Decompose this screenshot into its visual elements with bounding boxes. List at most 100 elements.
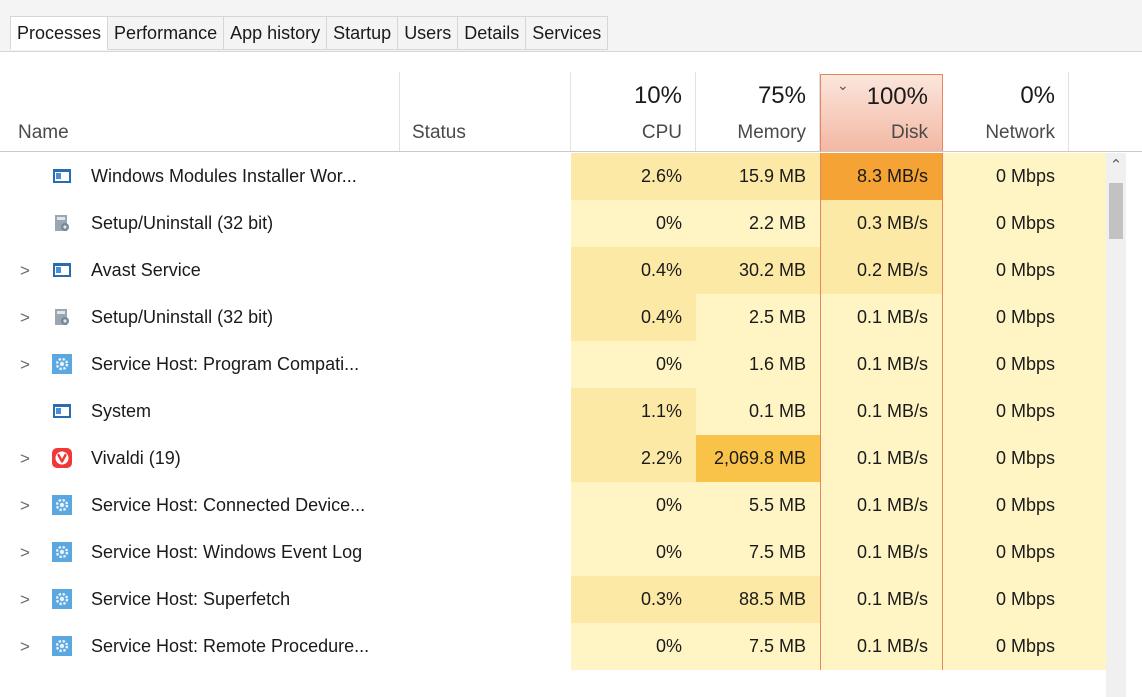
name-column-header[interactable]: Name	[0, 52, 400, 152]
network-value: 0 Mbps	[943, 388, 1069, 435]
table-row[interactable]: Setup/Uninstall (32 bit) 0% 2.2 MB 0.3 MB/s…	[0, 200, 1106, 247]
process-name: Vivaldi (19)	[91, 448, 181, 468]
memory-column-header[interactable]: 75% Memory	[696, 52, 820, 152]
memory-value: 88.5 MB	[696, 576, 820, 623]
cpu-value: 1.1%	[571, 388, 696, 435]
network-value: 0 Mbps	[943, 435, 1069, 482]
cpu-value: 0%	[571, 529, 696, 576]
process-name: Service Host: Superfetch	[91, 589, 291, 609]
extra-column-cell	[1069, 341, 1106, 388]
network-value: 0 Mbps	[943, 529, 1069, 576]
disk-value: 0.1 MB/s	[820, 294, 943, 341]
tab-processes[interactable]: Processes	[10, 16, 109, 50]
vivaldi-icon	[52, 448, 72, 468]
process-name: Windows Modules Installer Wor...	[91, 166, 357, 186]
tab-startup[interactable]: Startup	[327, 16, 399, 50]
extra-column-cell	[1069, 153, 1106, 200]
memory-value: 0.1 MB	[696, 388, 820, 435]
tab-performance[interactable]: Performance	[108, 16, 225, 50]
table-row[interactable]: > Vivaldi (19) 2.2% 2,069.8 MB 0.1 MB/s 0 Mbp…	[0, 435, 1106, 482]
name-header-label: Name	[18, 122, 69, 143]
network-column-header[interactable]: 0% Network	[943, 52, 1069, 152]
scroll-up-icon[interactable]: ⌃	[1109, 157, 1123, 174]
memory-total-percent: 75%	[757, 82, 806, 109]
cpu-value: 2.6%	[571, 153, 696, 200]
table-row[interactable]: > Service Host: Superfetch 0.3% 88.5 MB 0.1 …	[0, 576, 1106, 623]
status-header-label: Status	[412, 122, 466, 143]
expand-chevron-icon[interactable]: >	[20, 496, 30, 515]
extra-column-cell	[1069, 388, 1106, 435]
disk-value: 8.3 MB/s	[820, 153, 943, 200]
network-value: 0 Mbps	[943, 294, 1069, 341]
expand-chevron-icon[interactable]: >	[20, 637, 30, 656]
extra-column-cell	[1069, 247, 1106, 294]
extra-column-cell	[1069, 623, 1106, 670]
memory-value: 30.2 MB	[696, 247, 820, 294]
cpu-value: 0%	[571, 623, 696, 670]
network-total-percent: 0%	[1020, 82, 1055, 109]
cpu-total-percent: 10%	[633, 82, 682, 109]
gear-icon	[52, 542, 72, 562]
disk-value: 0.1 MB/s	[820, 435, 943, 482]
cpu-value: 0%	[571, 482, 696, 529]
process-name: Avast Service	[91, 260, 201, 280]
table-row[interactable]: Windows Modules Installer Wor... 2.6% 15.9…	[0, 153, 1106, 200]
memory-value: 15.9 MB	[696, 153, 820, 200]
network-value: 0 Mbps	[943, 623, 1069, 670]
gear-icon	[52, 589, 72, 609]
expand-chevron-icon[interactable]: >	[20, 543, 30, 562]
extra-column-cell	[1069, 200, 1106, 247]
network-value: 0 Mbps	[943, 341, 1069, 388]
memory-value: 7.5 MB	[696, 529, 820, 576]
process-name: Service Host: Program Compati...	[91, 354, 360, 374]
disk-value: 0.1 MB/s	[820, 341, 943, 388]
disk-value: 0.3 MB/s	[820, 200, 943, 247]
status-column-header[interactable]: Status	[400, 52, 571, 152]
tab-users[interactable]: Users	[398, 16, 459, 50]
cpu-value: 2.2%	[571, 435, 696, 482]
process-name: System	[91, 401, 152, 421]
processes-panel: Name Status 10% CPU 75% Memory ⌄ 100% Di…	[0, 51, 1142, 697]
expand-chevron-icon[interactable]: >	[20, 355, 30, 374]
table-row[interactable]: > Service Host: Connected Device... 0% 5.5 …	[0, 482, 1106, 529]
expand-chevron-icon[interactable]: >	[20, 449, 30, 468]
table-row[interactable]: > Avast Service 0.4% 30.2 MB 0.2 MB/s 0 Mbps	[0, 247, 1106, 294]
disk-value: 0.1 MB/s	[820, 388, 943, 435]
tab-app-history[interactable]: App history	[224, 16, 328, 50]
memory-header-label: Memory	[737, 122, 806, 143]
cpu-column-header[interactable]: 10% CPU	[571, 52, 696, 152]
table-row[interactable]: > Service Host: Windows Event Log 0% 7.5 MB…	[0, 529, 1106, 576]
table-row[interactable]: > Service Host: Remote Procedure... 0% 7.5 …	[0, 623, 1106, 670]
extra-column-cell	[1069, 435, 1106, 482]
tab-details[interactable]: Details	[458, 16, 527, 50]
memory-value: 5.5 MB	[696, 482, 820, 529]
disk-value: 0.1 MB/s	[820, 576, 943, 623]
cpu-value: 0.3%	[571, 576, 696, 623]
extra-column-cell	[1069, 482, 1106, 529]
cpu-value: 0%	[571, 200, 696, 247]
scroll-thumb[interactable]	[1109, 183, 1123, 239]
memory-value: 7.5 MB	[696, 623, 820, 670]
memory-value: 2,069.8 MB	[696, 435, 820, 482]
process-name: Setup/Uninstall (32 bit)	[91, 307, 274, 327]
tab-strip: Processes Performance App history Startu…	[10, 16, 609, 50]
vertical-scrollbar[interactable]: ⌃	[1106, 153, 1126, 697]
process-name: Service Host: Connected Device...	[91, 495, 366, 515]
setup-icon	[52, 307, 72, 327]
network-value: 0 Mbps	[943, 576, 1069, 623]
network-header-label: Network	[985, 122, 1055, 143]
disk-value: 0.1 MB/s	[820, 482, 943, 529]
expand-chevron-icon[interactable]: >	[20, 590, 30, 609]
expand-chevron-icon[interactable]: >	[20, 308, 30, 327]
expand-chevron-icon[interactable]: >	[20, 261, 30, 280]
disk-column-header[interactable]: ⌄ 100% Disk	[820, 74, 943, 152]
memory-value: 2.5 MB	[696, 294, 820, 341]
cpu-value: 0.4%	[571, 247, 696, 294]
disk-header-label: Disk	[891, 122, 928, 143]
table-row[interactable]: > Service Host: Program Compati... 0% 1.6 M…	[0, 341, 1106, 388]
table-row[interactable]: > Setup/Uninstall (32 bit) 0.4% 2.5 MB 0.1 M…	[0, 294, 1106, 341]
tab-services[interactable]: Services	[526, 16, 609, 50]
sort-descending-icon: ⌄	[837, 77, 849, 93]
disk-value: 0.2 MB/s	[820, 247, 943, 294]
table-row[interactable]: System 1.1% 0.1 MB 0.1 MB/s 0 Mbps	[0, 388, 1106, 435]
